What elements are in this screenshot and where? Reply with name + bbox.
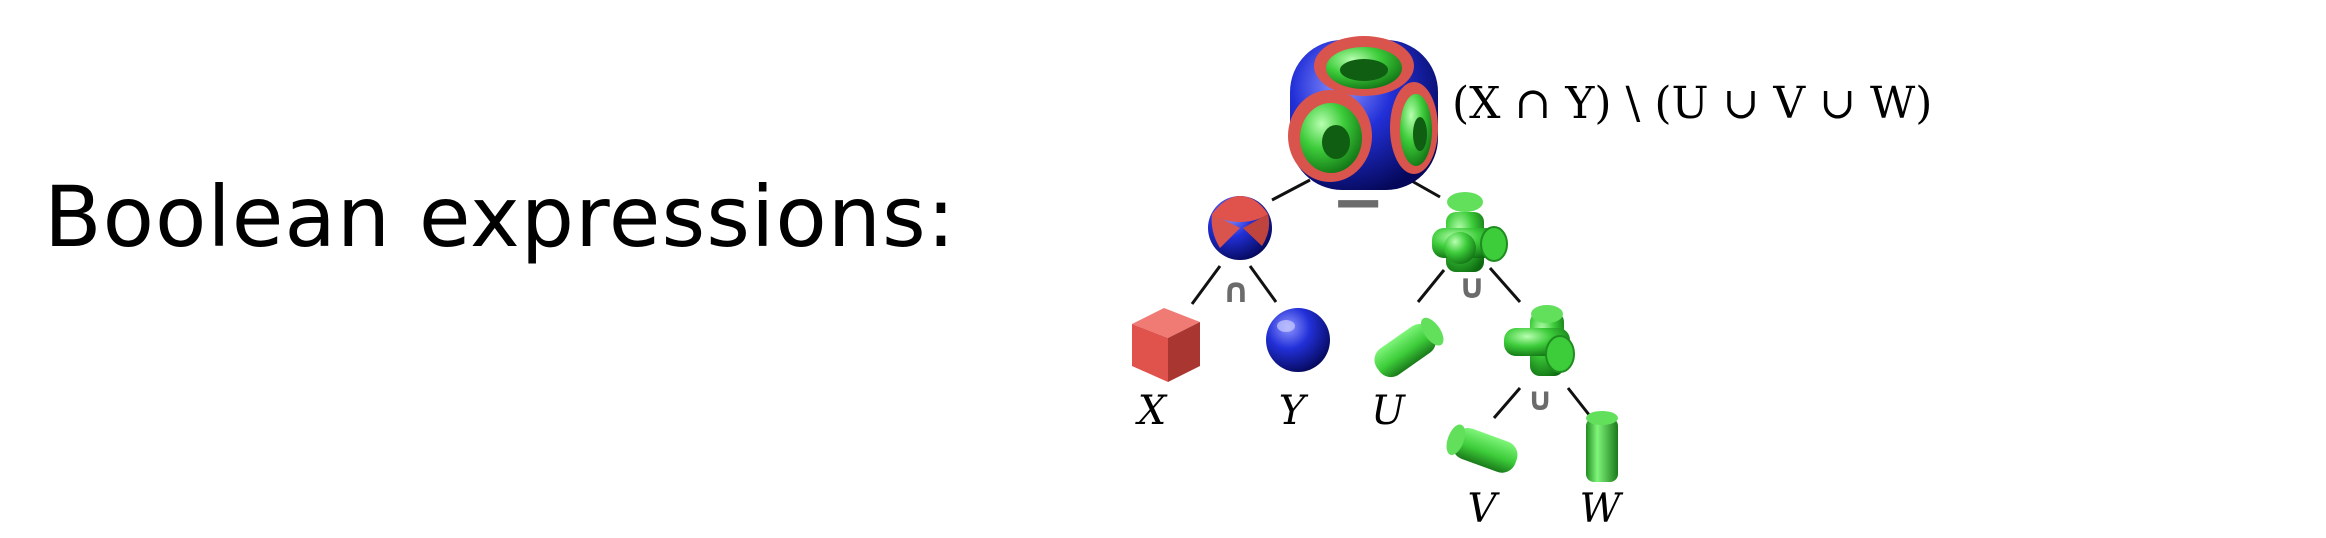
label-u: U — [1371, 388, 1406, 434]
union-operator-bottom: ∪ — [1527, 380, 1553, 418]
label-y: Y — [1279, 388, 1309, 434]
edge-inner-v — [1492, 387, 1522, 419]
inner-union-result-shape — [1504, 305, 1575, 376]
leaf-v-cylinder — [1446, 424, 1518, 473]
edge-union-inner — [1488, 267, 1522, 303]
label-v: V — [1468, 486, 1501, 532]
edge-inner-w — [1566, 387, 1592, 417]
label-x: X — [1135, 388, 1168, 434]
leaf-u-cylinder — [1374, 317, 1444, 378]
intersection-operator: ∩ — [1222, 271, 1250, 311]
heading: Boolean expressions: — [44, 168, 957, 266]
intersection-result-shape — [1208, 196, 1272, 260]
union-operator-top: ∪ — [1458, 267, 1486, 307]
edge-root-right — [1409, 178, 1441, 199]
edge-intersect-y — [1248, 265, 1278, 303]
leaf-y-sphere — [1266, 308, 1330, 372]
difference-operator: − — [1331, 166, 1385, 240]
edge-intersect-x — [1190, 265, 1222, 305]
root-result-shape — [1288, 36, 1438, 190]
tree-edges — [1190, 178, 1592, 419]
edge-union-u — [1416, 269, 1446, 303]
leaf-w-cylinder — [1586, 411, 1618, 482]
union-result-shape — [1432, 192, 1508, 272]
leaf-x-cube — [1132, 308, 1200, 382]
result-expression: (X ∩ Y) \ (U ∪ V ∪ W) — [1452, 78, 1932, 129]
edge-root-left — [1271, 178, 1311, 202]
label-w: W — [1579, 486, 1623, 532]
